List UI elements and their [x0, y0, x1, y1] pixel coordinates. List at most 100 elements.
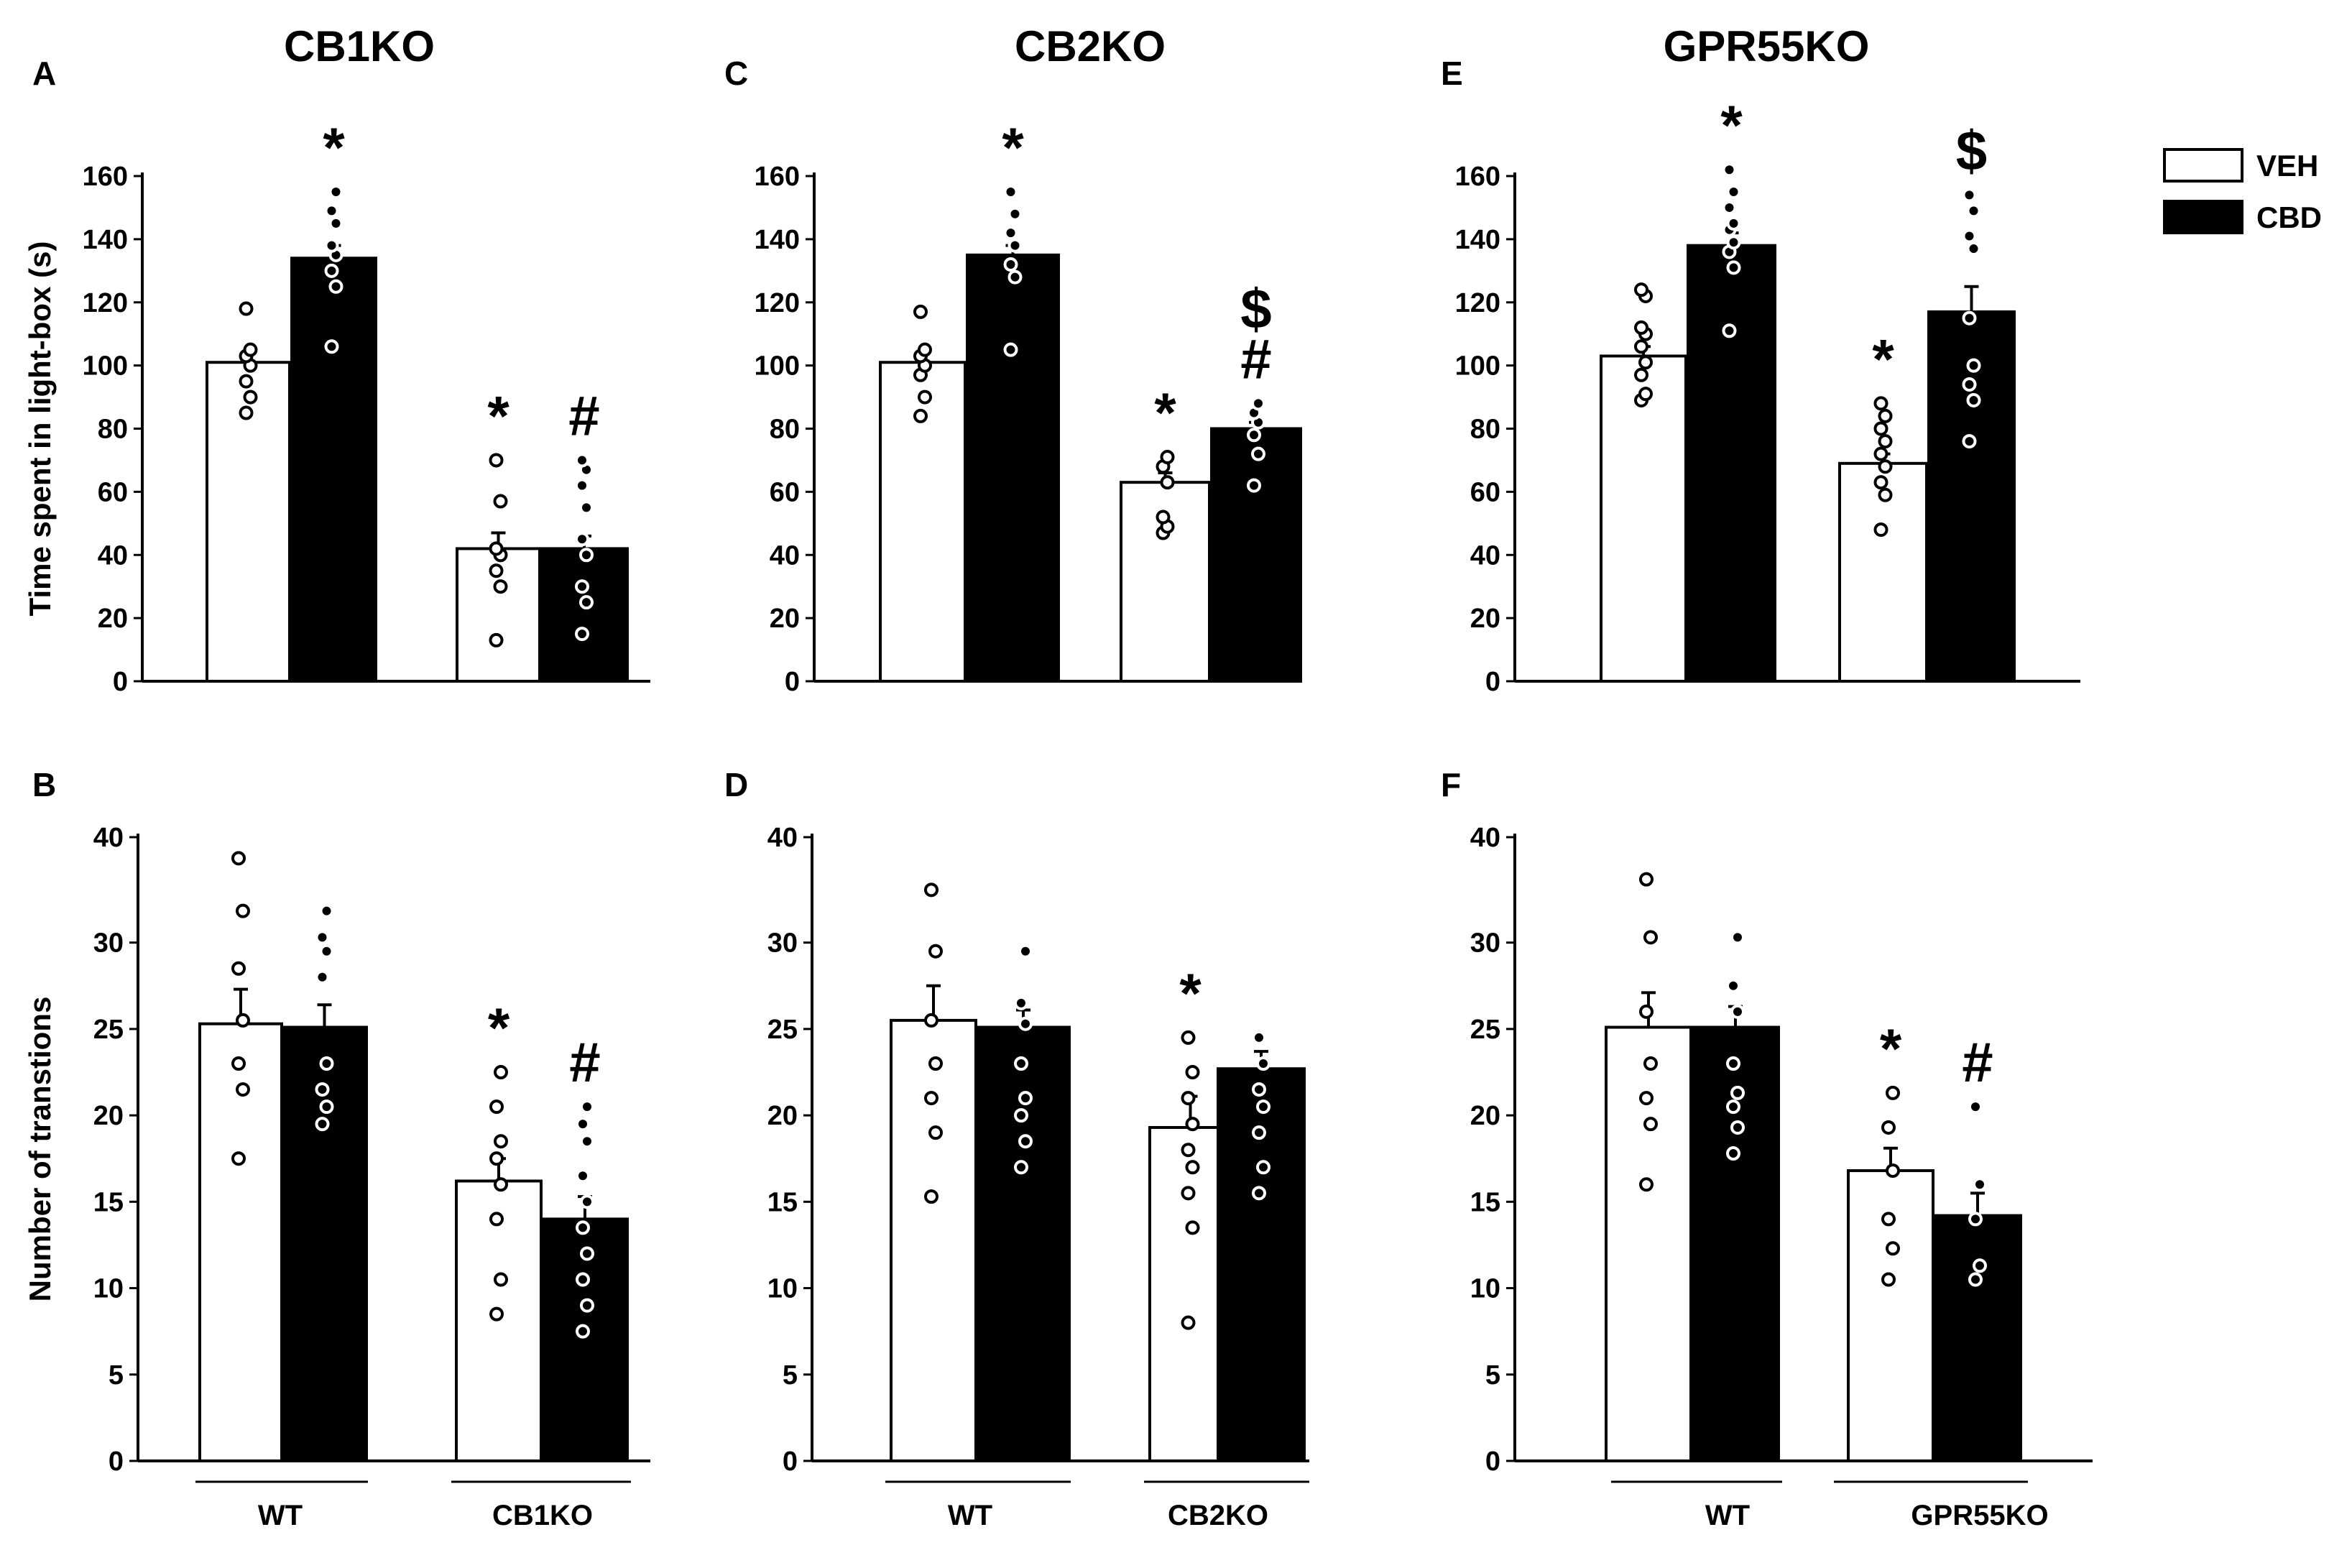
- data-point: [1962, 188, 1977, 203]
- data-point: [489, 563, 504, 578]
- y-tick-label: 15: [1470, 1187, 1500, 1217]
- data-point: [1973, 1177, 1987, 1192]
- data-point: [918, 342, 932, 357]
- panel-letter: A: [32, 55, 56, 92]
- data-point: [1726, 235, 1741, 250]
- data-point: [1873, 522, 1888, 538]
- data-point: [576, 1117, 590, 1132]
- data-point: [924, 882, 939, 898]
- data-point: [924, 1013, 939, 1028]
- data-point: [1962, 434, 1977, 449]
- data-point: [1252, 1082, 1266, 1097]
- y-tick-label: 60: [98, 477, 128, 507]
- data-point: [328, 216, 343, 231]
- data-point: [576, 1168, 590, 1184]
- data-point: [579, 548, 594, 563]
- data-point: [1185, 1065, 1200, 1080]
- y-tick-label: 25: [93, 1015, 124, 1045]
- data-point: [918, 389, 932, 405]
- data-point: [1639, 1004, 1654, 1019]
- legend-swatch-cbd: [2163, 200, 2243, 234]
- data-point: [1966, 392, 1981, 407]
- data-point: [1873, 446, 1888, 461]
- y-tick-label: 0: [785, 667, 800, 697]
- y-tick-label: 30: [93, 928, 124, 959]
- data-point: [1873, 421, 1888, 436]
- data-point: [231, 961, 246, 976]
- data-point: [1878, 459, 1893, 474]
- data-point: [1018, 1134, 1033, 1149]
- data-point: [924, 1189, 939, 1204]
- data-point: [328, 279, 343, 294]
- panel-title: GPR55KO: [1664, 22, 1870, 70]
- data-point: [1878, 487, 1893, 502]
- data-point: [1722, 162, 1737, 177]
- data-point: [1160, 450, 1175, 465]
- y-tick-label: 40: [1470, 823, 1500, 853]
- data-point: [319, 1099, 334, 1115]
- panel-title: CB1KO: [284, 22, 435, 70]
- data-point: [1966, 241, 1981, 257]
- data-point: [1252, 1030, 1266, 1045]
- y-tick-label: 160: [1455, 162, 1500, 192]
- data-point: [1722, 200, 1737, 215]
- panel-letter: B: [32, 766, 56, 803]
- group-label: CB1KO: [492, 1500, 593, 1531]
- legend-swatch-veh: [2163, 148, 2243, 183]
- data-point: [236, 1082, 250, 1097]
- data-point: [239, 405, 254, 420]
- y-tick-label: 80: [98, 415, 128, 445]
- data-point: [489, 1151, 504, 1166]
- data-point: [1181, 1030, 1196, 1045]
- data-point: [1886, 1163, 1900, 1179]
- data-point: [1726, 978, 1740, 993]
- y-tick-label: 10: [767, 1274, 798, 1304]
- data-point: [1251, 396, 1265, 411]
- y-tick-label: 25: [767, 1015, 798, 1045]
- data-point: [489, 1306, 504, 1322]
- data-point: [315, 1082, 330, 1097]
- y-tick-label: 0: [113, 667, 128, 697]
- y-tick-label: 80: [770, 415, 800, 445]
- data-point: [236, 1013, 250, 1028]
- significance-marker: *: [1154, 381, 1176, 444]
- data-point: [928, 1125, 943, 1140]
- y-tick-label: 40: [1470, 540, 1500, 571]
- data-point: [494, 1134, 508, 1149]
- y-tick-label: 0: [1485, 1447, 1500, 1477]
- data-point: [1968, 1212, 1983, 1227]
- data-point: [1185, 1160, 1200, 1175]
- y-tick-label: 40: [770, 540, 800, 571]
- data-point: [315, 969, 330, 984]
- y-tick-label: 30: [1470, 928, 1500, 959]
- data-point: [1881, 1272, 1896, 1287]
- y-axis-label: Number of transtions: [23, 997, 57, 1302]
- data-point: [1252, 1125, 1266, 1140]
- data-point: [324, 238, 339, 253]
- y-tick-label: 0: [783, 1447, 798, 1477]
- data-point: [575, 627, 589, 642]
- data-point: [1726, 216, 1741, 231]
- data-point: [1966, 203, 1981, 218]
- y-tick-label: 20: [93, 1101, 124, 1131]
- data-point: [580, 1194, 594, 1209]
- group-label: CB2KO: [1168, 1500, 1268, 1531]
- y-tick-label: 15: [93, 1187, 124, 1217]
- y-tick-label: 160: [83, 162, 128, 192]
- significance-marker: #: [1962, 1030, 1993, 1094]
- significance-marker: #: [569, 1030, 600, 1094]
- bar-cbd: [1933, 1214, 2022, 1463]
- data-point: [913, 304, 928, 319]
- panel-letter: E: [1441, 55, 1463, 92]
- data-point: [1634, 282, 1648, 298]
- data-point: [494, 1177, 508, 1192]
- data-point: [239, 374, 254, 389]
- y-tick-label: 60: [770, 477, 800, 507]
- significance-marker: #: [1240, 327, 1271, 390]
- data-point: [1726, 1146, 1740, 1161]
- data-point: [243, 389, 258, 405]
- data-point: [243, 342, 258, 357]
- y-tick-label: 0: [109, 1447, 124, 1477]
- data-point: [324, 263, 339, 278]
